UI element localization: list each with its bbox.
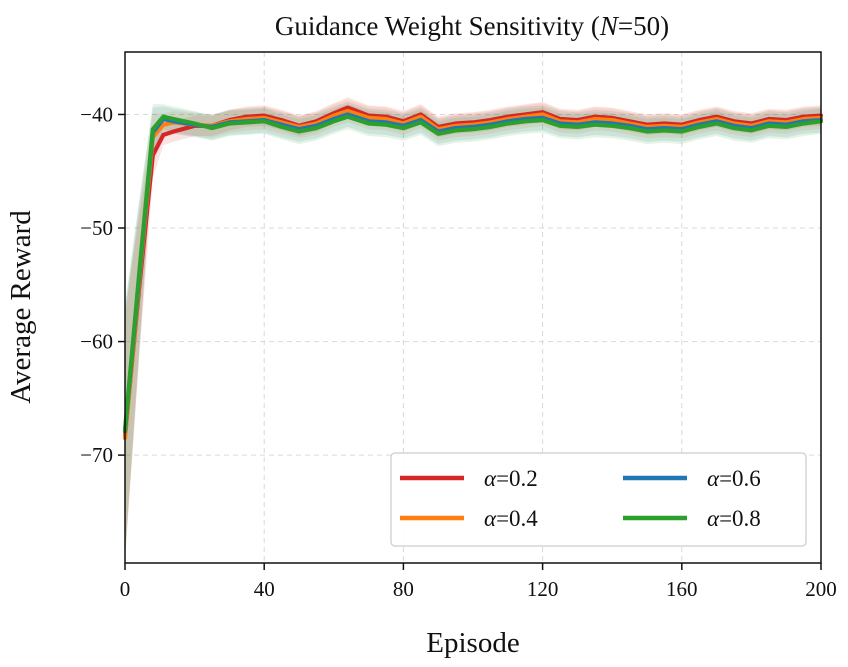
chart-title-prefix: Guidance Weight Sensitivity ( bbox=[275, 11, 600, 41]
series-line-1 bbox=[122, 105, 824, 438]
x-tick-label: 0 bbox=[120, 577, 131, 601]
legend-label-1: α=0.2 bbox=[484, 466, 538, 491]
legend-label-4: α=0.8 bbox=[707, 506, 761, 531]
legend-label-2: α=0.4 bbox=[484, 506, 538, 531]
x-tick-label: 80 bbox=[393, 577, 414, 601]
legend: α=0.2 α=0.4 α=0.6 α=0.8 bbox=[390, 452, 807, 547]
legend-box bbox=[390, 452, 807, 547]
chart-title: Guidance Weight Sensitivity (N=50) bbox=[275, 11, 669, 41]
y-tick-label: −50 bbox=[80, 216, 113, 240]
y-tick-label: −70 bbox=[80, 443, 113, 467]
y-axis-ticks: −40 −50 −60 −70 bbox=[80, 102, 125, 467]
chart-title-variable: N bbox=[599, 11, 620, 41]
y-axis-label: Average Reward bbox=[5, 210, 37, 404]
chart-title-suffix: =50) bbox=[618, 11, 669, 41]
series-line-3 bbox=[122, 112, 824, 434]
plot-frame bbox=[124, 51, 822, 564]
x-tick-label: 120 bbox=[527, 577, 559, 601]
x-axis-label: Episode bbox=[426, 627, 519, 659]
x-tick-label: 40 bbox=[254, 577, 275, 601]
x-axis-ticks: 0 40 80 120 160 200 bbox=[120, 563, 837, 601]
legend-label-3: α=0.6 bbox=[707, 466, 761, 491]
y-tick-label: −60 bbox=[80, 330, 113, 354]
x-tick-label: 160 bbox=[666, 577, 698, 601]
series-lines bbox=[122, 105, 824, 441]
series-line-2 bbox=[122, 108, 824, 441]
y-tick-label: −40 bbox=[80, 102, 113, 126]
series-line-4 bbox=[122, 114, 824, 433]
x-tick-label: 200 bbox=[805, 577, 837, 601]
